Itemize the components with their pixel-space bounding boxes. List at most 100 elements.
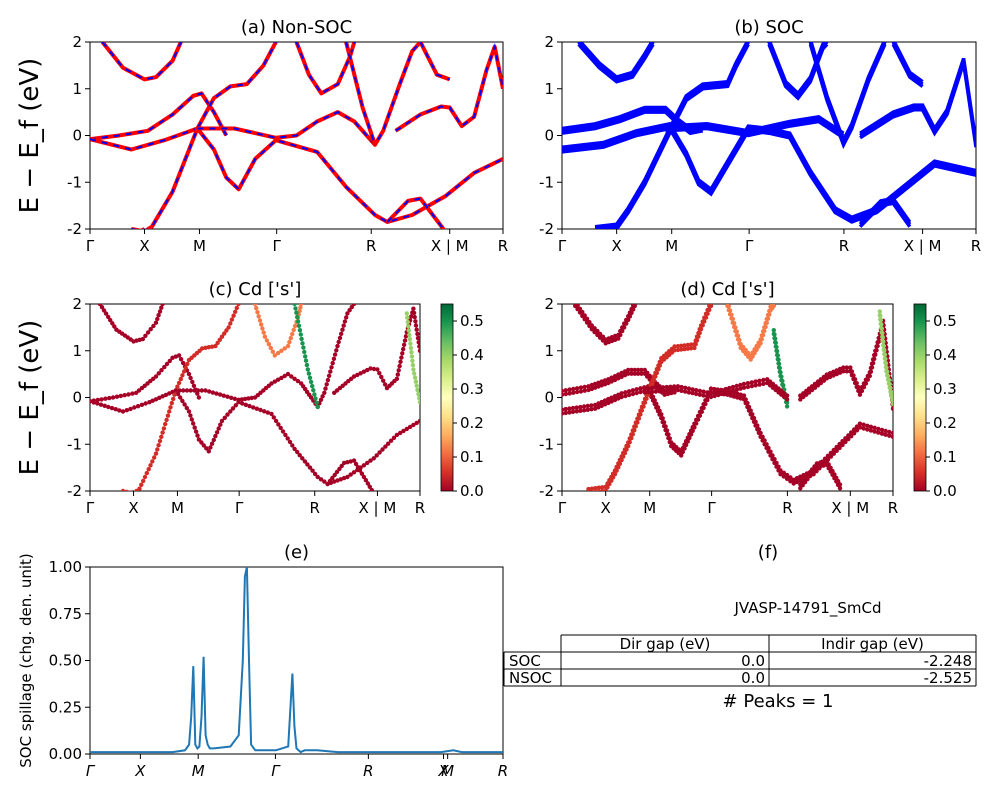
band-point (159, 368, 164, 373)
band-point (622, 369, 628, 374)
band-point (199, 388, 204, 393)
band-point (831, 373, 836, 378)
band-point (320, 394, 325, 399)
band-point (771, 328, 776, 333)
band-point (173, 354, 178, 359)
band-point (620, 325, 625, 330)
band-point (712, 390, 717, 395)
band-point (102, 403, 107, 408)
band-point (638, 408, 643, 413)
band-point (885, 373, 891, 378)
band-point (679, 384, 684, 390)
band-point (279, 348, 284, 353)
band-point (287, 439, 293, 445)
band-point (868, 428, 874, 433)
band-point (287, 339, 292, 345)
band-point (778, 472, 783, 477)
band-point (341, 460, 347, 466)
band-point (784, 472, 790, 478)
band-point (748, 353, 753, 359)
band-point (776, 357, 781, 362)
band-point (182, 402, 187, 407)
band-point (830, 468, 835, 474)
band-line-nonsoc-4 (197, 42, 422, 147)
colorbar-tick-label: 0.1 (460, 448, 484, 466)
band-point (217, 337, 222, 342)
band-point (120, 488, 126, 491)
band-point (890, 434, 893, 439)
band-point (849, 369, 855, 374)
band-point (228, 321, 233, 326)
band-point (630, 391, 636, 397)
band-point (883, 428, 888, 434)
band-point (692, 342, 697, 347)
band-point (359, 471, 365, 476)
band-point (655, 405, 661, 410)
band-line-4-2 (767, 43, 829, 101)
band-point (567, 406, 572, 411)
band-point (258, 407, 263, 413)
band-point (716, 389, 721, 394)
band-point (708, 386, 714, 391)
x-tick-label: Γ (558, 499, 567, 517)
band-point (821, 463, 826, 468)
band-point (631, 304, 636, 308)
band-point (571, 390, 576, 395)
band-point (835, 478, 841, 484)
band-point (826, 462, 831, 467)
band-point (865, 427, 870, 432)
band-point (417, 344, 420, 349)
band-point (416, 391, 420, 397)
band-point (341, 323, 346, 328)
band-point (731, 394, 737, 399)
band-point (415, 335, 420, 341)
band-point (890, 394, 893, 399)
band-point (809, 384, 815, 389)
y-tick-label: 2 (72, 33, 82, 51)
band-point (606, 377, 611, 382)
band-point (144, 470, 149, 476)
band-point (734, 383, 739, 389)
band-point (698, 323, 704, 328)
band-point (879, 427, 885, 433)
colorbar-tick-label: 0.1 (933, 448, 957, 466)
band-point (293, 306, 298, 311)
band-point (679, 449, 684, 454)
band-point (345, 311, 350, 316)
band-point (150, 398, 155, 403)
band-point (157, 438, 163, 444)
y-tick-label: 1 (72, 80, 82, 98)
band-point (693, 338, 698, 343)
band-point (887, 429, 892, 435)
band-point (209, 344, 215, 349)
band-point (617, 457, 623, 463)
band-point (396, 368, 401, 373)
band-point (365, 460, 370, 466)
band-point (266, 342, 272, 347)
band-point (609, 395, 614, 400)
band-point (361, 474, 367, 480)
band-point (363, 478, 369, 483)
x-tick-label: X (134, 762, 146, 780)
band-point (398, 430, 403, 436)
band-point (338, 477, 343, 482)
band-point (634, 387, 639, 392)
band-point (809, 467, 815, 472)
band-point (192, 388, 197, 393)
band-point (800, 479, 805, 484)
band-point (857, 392, 863, 397)
x-tick-label: R (310, 499, 320, 517)
band-point (148, 327, 153, 332)
band-point (228, 409, 233, 414)
chart-title: (e) (284, 542, 309, 563)
band-point (818, 464, 823, 469)
band-point (885, 369, 890, 374)
panel-c-projected-bands: (c) Cd ['s'] -2 -1 0 1 2 Γ X M Γ R X | M R E − E_f (e… (15, 279, 484, 517)
band-point (765, 312, 771, 318)
band-point (314, 400, 319, 405)
y-tick-label: 1 (72, 342, 82, 360)
band-point (142, 474, 148, 480)
band-point (679, 347, 684, 352)
x-tick-label: Γ (272, 237, 281, 255)
band-point (602, 402, 608, 407)
